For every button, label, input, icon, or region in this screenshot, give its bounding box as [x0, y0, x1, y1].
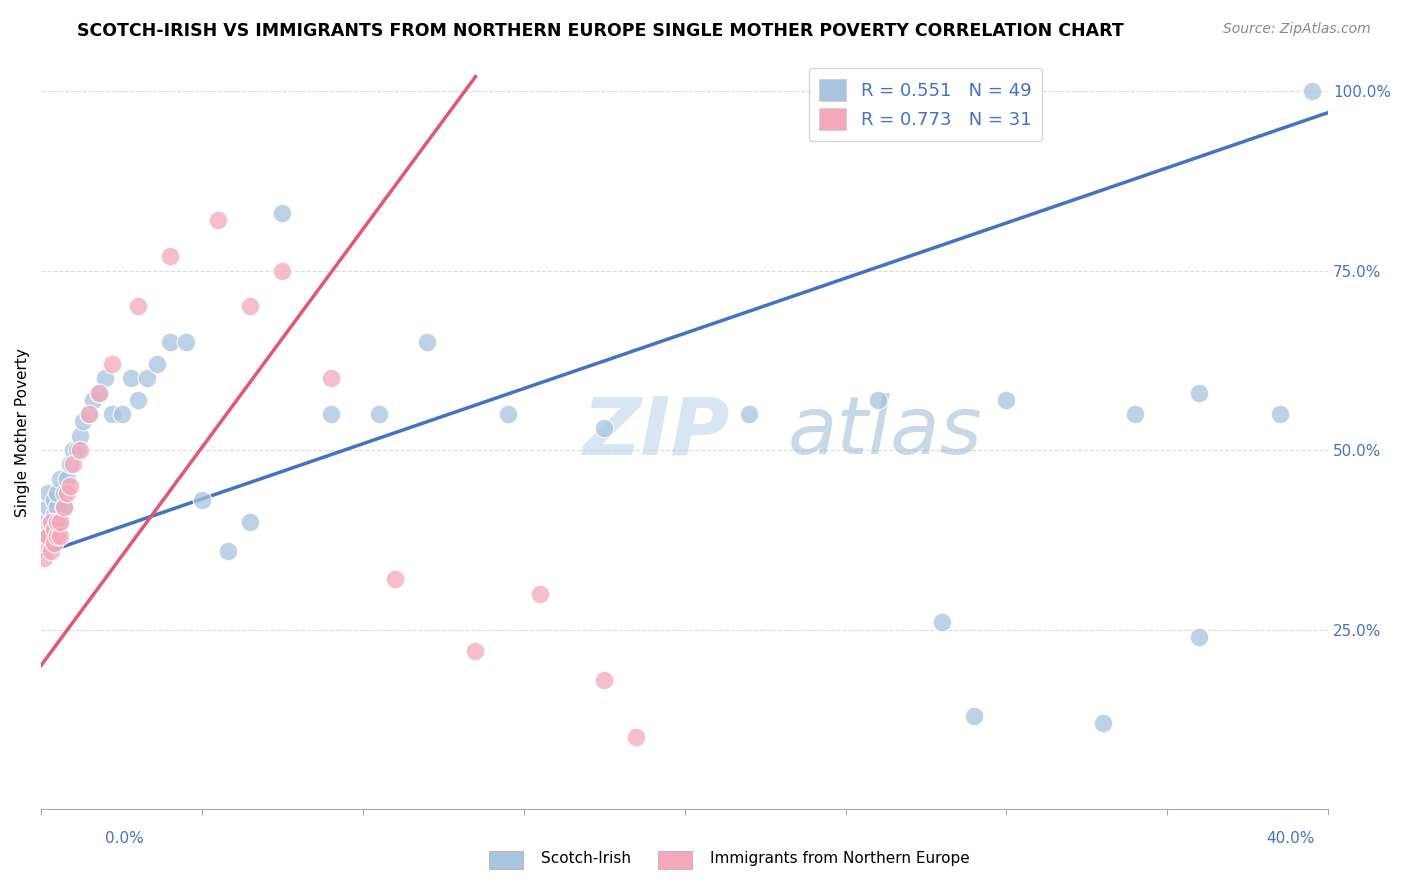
Point — [191, 493, 214, 508]
Point — [239, 300, 262, 314]
Point — [127, 392, 149, 407]
Point — [59, 458, 82, 472]
Point — [87, 385, 110, 400]
Point — [963, 708, 986, 723]
Point — [49, 515, 72, 529]
Point — [82, 392, 104, 407]
Point — [79, 407, 101, 421]
Point — [368, 407, 391, 421]
Point — [39, 515, 62, 529]
Point — [464, 644, 486, 658]
Point — [1091, 715, 1114, 730]
Point — [34, 515, 56, 529]
Text: atlas: atlas — [787, 393, 983, 471]
Point — [529, 586, 551, 600]
Point — [46, 529, 69, 543]
Point — [34, 550, 56, 565]
Point — [101, 407, 124, 421]
Point — [416, 335, 439, 350]
Point — [37, 500, 59, 515]
Point — [271, 206, 294, 220]
Point — [217, 543, 239, 558]
Point — [110, 407, 132, 421]
Point — [49, 472, 72, 486]
Text: Scotch-Irish: Scotch-Irish — [541, 851, 631, 865]
Point — [207, 213, 229, 227]
Point — [46, 486, 69, 500]
Point — [37, 486, 59, 500]
Point — [626, 730, 648, 744]
Point — [46, 515, 69, 529]
Point — [39, 529, 62, 543]
Point — [1188, 630, 1211, 644]
Point — [1268, 407, 1291, 421]
Point — [1123, 407, 1146, 421]
Point — [46, 500, 69, 515]
Point — [94, 371, 117, 385]
Point — [62, 443, 84, 458]
Point — [101, 357, 124, 371]
Point — [56, 472, 79, 486]
Point — [52, 486, 75, 500]
Point — [239, 515, 262, 529]
Point — [1188, 385, 1211, 400]
Point — [42, 508, 65, 522]
Point — [931, 615, 953, 630]
Point — [1301, 84, 1323, 98]
Point — [271, 263, 294, 277]
Point — [39, 515, 62, 529]
Point — [866, 392, 889, 407]
Text: Source: ZipAtlas.com: Source: ZipAtlas.com — [1223, 22, 1371, 37]
Point — [34, 529, 56, 543]
Point — [52, 500, 75, 515]
Point — [46, 529, 69, 543]
Point — [62, 458, 84, 472]
Point — [52, 500, 75, 515]
Point — [59, 479, 82, 493]
Point — [593, 673, 616, 687]
Text: ZIP: ZIP — [582, 393, 730, 471]
Point — [37, 529, 59, 543]
Point — [39, 543, 62, 558]
Point — [159, 335, 181, 350]
Point — [738, 407, 761, 421]
Point — [87, 385, 110, 400]
Legend: R = 0.551   N = 49, R = 0.773   N = 31: R = 0.551 N = 49, R = 0.773 N = 31 — [808, 68, 1042, 141]
Point — [593, 421, 616, 435]
Point — [120, 371, 142, 385]
Point — [34, 536, 56, 550]
Point — [174, 335, 197, 350]
Point — [319, 371, 342, 385]
Text: 0.0%: 0.0% — [105, 831, 145, 846]
Point — [69, 428, 91, 442]
Point — [127, 300, 149, 314]
Point — [319, 407, 342, 421]
Point — [42, 536, 65, 550]
Point — [384, 572, 406, 586]
Y-axis label: Single Mother Poverty: Single Mother Poverty — [15, 348, 30, 516]
Point — [69, 443, 91, 458]
Text: 40.0%: 40.0% — [1267, 831, 1315, 846]
Point — [37, 529, 59, 543]
Text: Immigrants from Northern Europe: Immigrants from Northern Europe — [710, 851, 970, 865]
Text: SCOTCH-IRISH VS IMMIGRANTS FROM NORTHERN EUROPE SINGLE MOTHER POVERTY CORRELATIO: SCOTCH-IRISH VS IMMIGRANTS FROM NORTHERN… — [77, 22, 1123, 40]
Point — [49, 515, 72, 529]
Point — [146, 357, 169, 371]
Point — [496, 407, 519, 421]
Point — [136, 371, 159, 385]
Point — [72, 414, 94, 428]
Point — [65, 443, 87, 458]
Point — [995, 392, 1018, 407]
Point — [79, 407, 101, 421]
Point — [42, 493, 65, 508]
Point — [49, 529, 72, 543]
Point — [42, 522, 65, 536]
Point — [56, 486, 79, 500]
Point — [159, 249, 181, 263]
